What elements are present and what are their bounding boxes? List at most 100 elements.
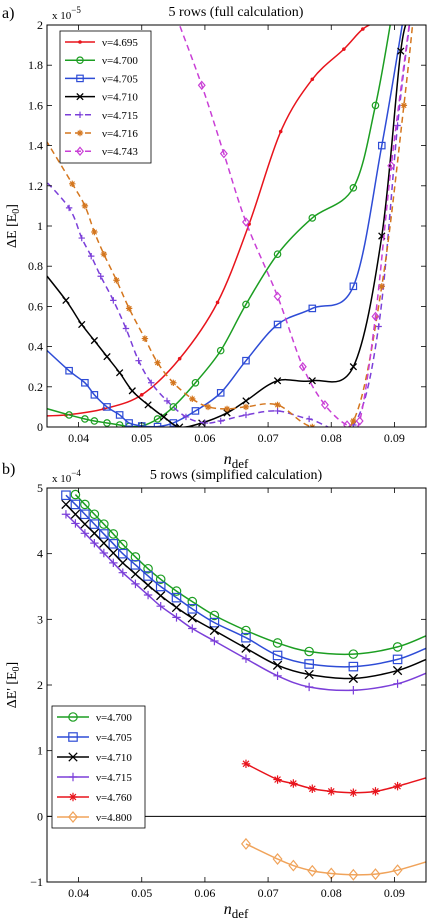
panel-a-series-6-point [204, 403, 212, 411]
panel-b-exponent-power: −4 [71, 468, 81, 478]
panel-a-series-7-point [298, 361, 307, 372]
panel-a-xlabel-sub: def [232, 456, 249, 471]
panel-a-series-6-point [125, 305, 133, 312]
panel-a-series-2-point [90, 417, 99, 425]
panel-b-series-4-point [109, 558, 118, 568]
panel-a-series-4-point [103, 352, 111, 361]
panel-a-series-6-point [189, 395, 196, 403]
panel-a-series-5-point [148, 379, 155, 386]
panel-a-series-3-point [81, 378, 89, 387]
panel-a-series-4-point [242, 397, 250, 405]
panel-a-series-1-point [139, 393, 144, 397]
panel-b-series-6-point [240, 837, 251, 850]
panel-a-ytick-label: 1.2 [28, 179, 43, 193]
panel-a-series-2-point [216, 346, 225, 355]
panel-a-series-2-point [103, 419, 111, 427]
panel-b-series-line-2 [65, 494, 426, 668]
panel-b-xlabel: ndef [224, 901, 249, 920]
panel-a-legend-marker-4 [76, 92, 84, 101]
panel-a-ticks: 0.04 0.05 0.06 0.07 0.08 0.09 0 0.2 0.4 0.6 0.8 1 1.… [28, 18, 426, 445]
panel-a-series-2-point [273, 250, 282, 258]
panel-b-series-3-point [143, 580, 153, 590]
panel-b-ytick-label: 3 [37, 612, 43, 626]
panel-b-series-4-point [156, 602, 165, 611]
panel-a: a) 5 rows (full calculation) x 10−5 0.04… [2, 5, 427, 471]
panel-a-series-2-point [169, 403, 178, 411]
panel-a-series-6-point [100, 250, 108, 258]
panel-a-series-5-point [97, 273, 104, 280]
panel-b-series-5-point [393, 781, 402, 791]
panel-b-legend-marker-6 [68, 811, 78, 823]
panel-b-series-1-point [241, 625, 251, 636]
panel-b-legend-box [51, 705, 146, 829]
panel-b-series-2-point [187, 604, 198, 614]
panel-b-series-4-point [80, 529, 90, 538]
panel-b-series-1-point [70, 489, 81, 500]
panel-b-ytick-label: 0 [37, 809, 43, 823]
panel-b-label: b) [2, 461, 15, 478]
panel-a-ytick-label: 1.8 [28, 58, 43, 72]
panel-b-series-2-point [392, 654, 403, 665]
panel-a-series-3-point [125, 419, 133, 427]
panel-b-series-6-point [348, 868, 359, 881]
panel-b-series-line-5 [245, 763, 426, 794]
panel-a-series-3-point [377, 141, 386, 150]
panel-b-legend-label-4: ν=4.715 [96, 772, 132, 784]
panel-b-series-1-point [108, 529, 119, 539]
panel-a-ytick-label: 1.4 [28, 139, 43, 153]
panel-b-series-2-point [130, 560, 141, 570]
panel-b-series-3-point [70, 509, 81, 519]
panel-b: b) 5 rows (simplified calculation) x 10−… [2, 461, 427, 920]
panel-b-series-3-point [392, 665, 403, 676]
panel-a-xtick-label: 0.09 [384, 431, 405, 445]
panel-b-series-3-point [272, 660, 283, 670]
panel-b-xtick-label: 0.09 [384, 886, 405, 900]
panel-a-series-5-point [217, 417, 224, 425]
panel-b-xtick-label: 0.08 [321, 886, 342, 900]
panel-a-series-7-point [343, 420, 352, 427]
panel-b-series-1-point [143, 563, 153, 574]
panel-b-exponent: x 10−4 [52, 468, 81, 485]
panel-b-series-3-point [241, 643, 251, 653]
panel-b-ylabel: ΔE' [E0] [5, 662, 22, 708]
panel-a-series-2-point [349, 184, 358, 192]
panel-b-series-3-point [61, 499, 71, 510]
panel-b-ytick-label: 5 [37, 481, 43, 495]
panel-b-legend-label-5: ν=4.760 [96, 792, 132, 804]
panel-a-series-5-point [88, 252, 95, 260]
panel-a-series-5-point [122, 325, 130, 332]
panel-a-ylabel-main: ΔE [E [5, 214, 20, 248]
panel-b-series-2-point [304, 659, 314, 669]
panel-b-series-2-point [70, 499, 81, 510]
panel-a-series-7-point [387, 160, 396, 171]
panel-a-series-3-point [191, 407, 200, 415]
panel-a-series-6-point [242, 403, 250, 411]
panel-a-legend-label-5: ν=4.715 [102, 110, 138, 122]
panel-b-series-2-point [99, 529, 109, 539]
panel-a-legend-label-4: ν=4.710 [102, 92, 138, 104]
panel-b-legend-marker-4 [68, 772, 78, 782]
panel-a-series-line-5 [47, 25, 411, 427]
panel-a-series-6-point [350, 417, 357, 425]
panel-a-label: a) [2, 5, 14, 22]
panel-b-series-2-point [155, 581, 166, 592]
panel-a-ytick-label: 1 [37, 219, 43, 233]
panel-a-series-1-point [177, 356, 182, 361]
panel-b-series-3-point [304, 669, 314, 680]
panel-a-legend-label-1: ν=4.695 [102, 37, 138, 49]
panel-b-series-5-point [241, 759, 251, 768]
panel-b-series-1-point [348, 649, 359, 659]
panel-b-series-1-point [80, 499, 90, 510]
panel-a-series-2-point [153, 415, 162, 423]
panel-b-series-1-point [392, 642, 403, 652]
panel-b-series-3-point [209, 625, 220, 636]
panel-a-series-3-point [349, 282, 358, 291]
panel-a-series-3-point [90, 391, 99, 399]
panel-a-series-5-point [274, 407, 281, 415]
panel-b-xtick-label: 0.05 [131, 886, 152, 900]
panel-a-series-5-point [375, 323, 382, 330]
panel-a-series-5-point [78, 234, 85, 242]
panel-a-ytick-label: 0 [37, 420, 43, 434]
panel-b-series-3-point [171, 602, 182, 613]
panel-a-series-3-point [273, 320, 282, 329]
